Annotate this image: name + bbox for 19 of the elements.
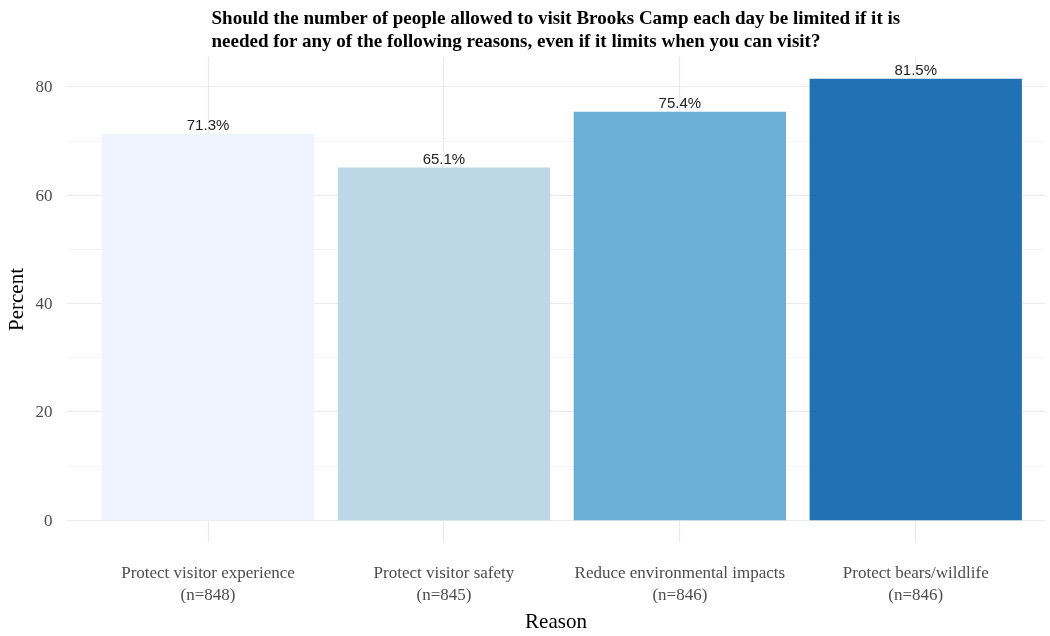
x-tick-label: Reduce environmental impacts (n=846) [574,562,786,605]
bar [573,111,787,521]
y-tick-label: 60 [35,185,53,205]
bar [809,78,1022,521]
y-tick-label: 40 [35,294,53,314]
data-label: 81.5% [894,60,938,78]
y-tick-label: 20 [35,402,53,422]
x-tick-label: Protect visitor experience (n=848) [121,562,295,605]
y-tick-label: 0 [44,510,53,530]
x-tick-label: Protect bears/wildlife (n=846) [842,562,989,605]
data-label: 65.1% [422,149,466,167]
x-tick-label: Protect visitor safety (n=845) [373,562,515,605]
chart-title: Should the number of people allowed to visit Brooks Camp each day be limited if it is needed for any of the following reasons, even if it limits when you can visit? [211,7,901,52]
data-label: 75.4% [658,93,702,111]
y-axis-title: Percent [3,267,28,331]
y-tick-label: 80 [35,77,53,97]
x-axis-title: Reason [525,609,588,634]
bar [337,167,551,521]
data-label: 71.3% [186,115,230,133]
